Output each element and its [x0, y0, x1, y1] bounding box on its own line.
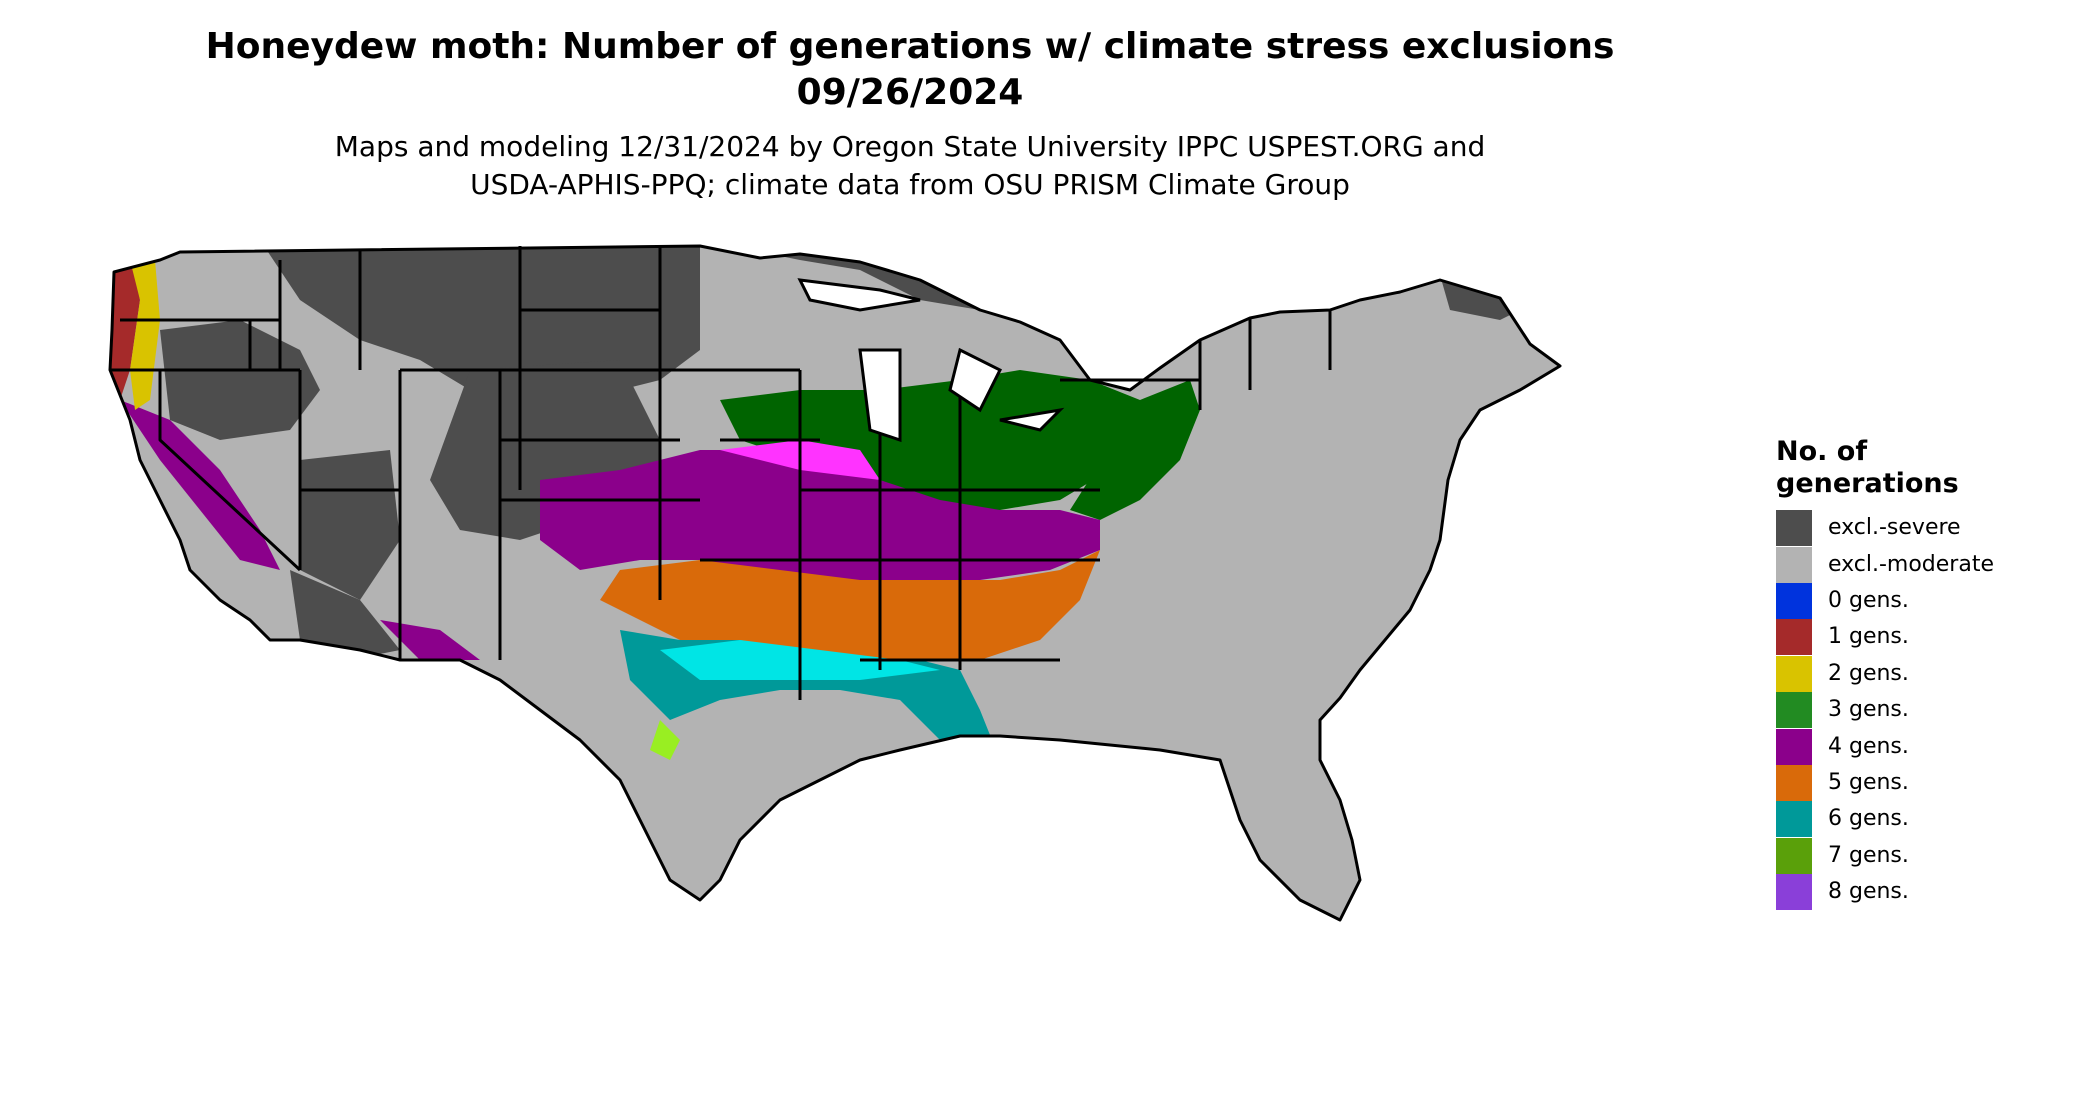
lake-superior [797, 278, 921, 312]
legend-title-line-2: generations [1776, 468, 1959, 499]
legend-label: excl.-severe [1828, 515, 1961, 541]
gen3-ohio-valley [720, 370, 1160, 510]
gen4-california-valley [120, 400, 280, 570]
legend-swatch [1776, 764, 1812, 801]
legend-swatch [1776, 728, 1812, 765]
map-subtitle: Maps and modeling 12/31/2024 by Oregon S… [160, 128, 1660, 204]
title-line-2: 09/26/2024 [796, 72, 1024, 113]
lake-erie [999, 407, 1065, 432]
legend-label: 2 gens. [1828, 660, 1909, 686]
legend-label: 5 gens. [1828, 769, 1909, 795]
legend-label: 3 gens. [1828, 697, 1909, 723]
legend-item: excl.-severe [1776, 510, 2076, 547]
legend-item: excl.-moderate [1776, 546, 2076, 583]
legend-item: 0 gens. [1776, 582, 2076, 619]
gen2-pacific-coast [130, 260, 160, 410]
gen7-south-florida [960, 760, 1010, 840]
excl-severe-nevada [300, 450, 400, 600]
great-lakes [797, 278, 1065, 443]
subtitle-line-2: USDA-APHIS-PPQ; climate data from OSU PR… [470, 168, 1350, 201]
legend-swatch [1776, 837, 1812, 874]
legend-label: 0 gens. [1828, 587, 1909, 613]
legend-item: 2 gens. [1776, 655, 2076, 692]
legend-swatch [1776, 510, 1812, 547]
legend-label: 1 gens. [1828, 624, 1909, 650]
legend-label: 4 gens. [1828, 733, 1909, 759]
legend-item: 4 gens. [1776, 728, 2076, 765]
gen5-gulf-interior [600, 550, 1100, 660]
gen4-new-mexico [380, 620, 480, 660]
legend-items: excl.-severe excl.-moderate 0 gens. 1 gens.… [1776, 510, 2076, 911]
legend-swatch [1776, 546, 1812, 583]
legend-swatch [1776, 874, 1812, 911]
title-line-1: Honeydew moth: Number of generations w/ … [205, 26, 1615, 67]
legend-swatch [1776, 692, 1812, 729]
gen3-mid-atlantic [1070, 380, 1200, 520]
legend-label: 8 gens. [1828, 879, 1909, 905]
gen6-gulf-coast [620, 630, 1020, 840]
lake-michigan [858, 348, 902, 443]
legend: No. of generations excl.-severe excl.-mod… [1776, 436, 2076, 911]
legend-item: 7 gens. [1776, 837, 2076, 874]
map-title: Honeydew moth: Number of generations w/ … [160, 24, 1660, 116]
legend-item: 3 gens. [1776, 692, 2076, 729]
legend-label: excl.-moderate [1828, 551, 1994, 577]
legend-label: 7 gens. [1828, 842, 1909, 868]
legend-item: 1 gens. [1776, 619, 2076, 656]
us-map [100, 240, 1740, 1110]
legend-item: 5 gens. [1776, 764, 2076, 801]
legend-swatch [1776, 582, 1812, 619]
legend-item: 6 gens. [1776, 801, 2076, 838]
excl-severe-arizona [290, 570, 400, 660]
legend-swatch [1776, 801, 1812, 838]
legend-swatch [1776, 655, 1812, 692]
state-boundaries [108, 244, 1562, 922]
legend-item: 8 gens. [1776, 874, 2076, 911]
legend-swatch [1776, 619, 1812, 656]
legend-title-line-1: No. of [1776, 436, 1868, 467]
subtitle-line-1: Maps and modeling 12/31/2024 by Oregon S… [334, 130, 1486, 163]
legend-title: No. of generations [1776, 436, 2076, 500]
border-ca-nv [158, 370, 302, 572]
gen7-south-texas [650, 720, 680, 760]
lake-huron [948, 347, 1003, 413]
us-map-svg [108, 244, 1562, 922]
legend-label: 6 gens. [1828, 806, 1909, 832]
